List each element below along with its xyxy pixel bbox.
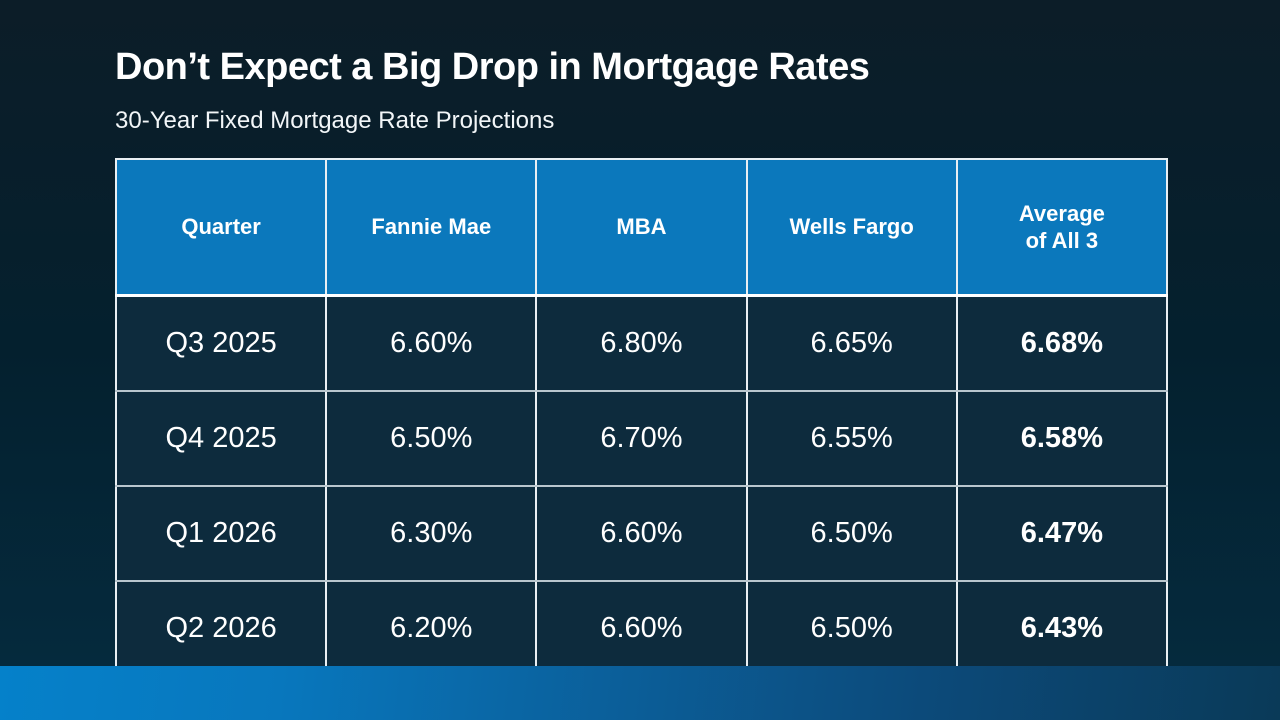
rate-cell: 6.60% (535, 485, 748, 582)
column-header-quarter: Quarter (114, 158, 328, 297)
table-row-q4-2025: Q4 2025 6.50% 6.70% 6.55% 6.58% (114, 390, 1169, 487)
rate-cell: 6.30% (325, 485, 538, 582)
slide-subtitle: 30-Year Fixed Mortgage Rate Projections (115, 107, 555, 134)
table-header-row: Quarter Fannie Mae MBA Wells Fargo Average o… (114, 158, 1169, 297)
column-header-mba: MBA (535, 158, 748, 297)
slide-title: Don’t Expect a Big Drop in Mortgage Rate… (115, 46, 870, 88)
rate-cell: 6.70% (535, 390, 748, 487)
rate-cell: 6.60% (535, 580, 748, 677)
quarter-cell: Q3 2025 (114, 294, 328, 392)
quarter-cell: Q4 2025 (114, 390, 328, 487)
rate-cell: 6.55% (745, 390, 958, 487)
rate-cell: 6.43% (955, 580, 1169, 677)
rate-cell: 6.68% (955, 294, 1169, 392)
mortgage-rate-projections-table: Quarter Fannie Mae MBA Wells Fargo Average o… (114, 158, 1169, 677)
rate-cell: 6.65% (745, 294, 958, 392)
rate-cell: 6.80% (535, 294, 748, 392)
rate-cell: 6.60% (325, 294, 538, 392)
rate-cell: 6.47% (955, 485, 1169, 582)
mortgage-rate-table-container: Quarter Fannie Mae MBA Wells Fargo Average o… (114, 158, 1169, 677)
rate-cell: 6.50% (325, 390, 538, 487)
rate-cell: 6.50% (745, 580, 958, 677)
rate-cell: 6.50% (745, 485, 958, 582)
bottom-accent-bar (0, 666, 1280, 720)
rate-cell: 6.20% (325, 580, 538, 677)
quarter-cell: Q1 2026 (114, 485, 328, 582)
table-row-q1-2026: Q1 2026 6.30% 6.60% 6.50% 6.47% (114, 485, 1169, 582)
rate-cell: 6.58% (955, 390, 1169, 487)
table-header: Quarter Fannie Mae MBA Wells Fargo Average o… (114, 158, 1169, 297)
quarter-cell: Q2 2026 (114, 580, 328, 677)
table-row-q2-2026: Q2 2026 6.20% 6.60% 6.50% 6.43% (114, 580, 1169, 677)
column-header-fannie-mae: Fannie Mae (325, 158, 538, 297)
table-body: Q3 2025 6.60% 6.80% 6.65% 6.68% Q4 2025 6.50% 6… (114, 294, 1169, 677)
table-row-q3-2025: Q3 2025 6.60% 6.80% 6.65% 6.68% (114, 294, 1169, 392)
column-header-wells-fargo: Wells Fargo (745, 158, 958, 297)
column-header-average-of-all-3: Average of All 3 (955, 158, 1169, 297)
